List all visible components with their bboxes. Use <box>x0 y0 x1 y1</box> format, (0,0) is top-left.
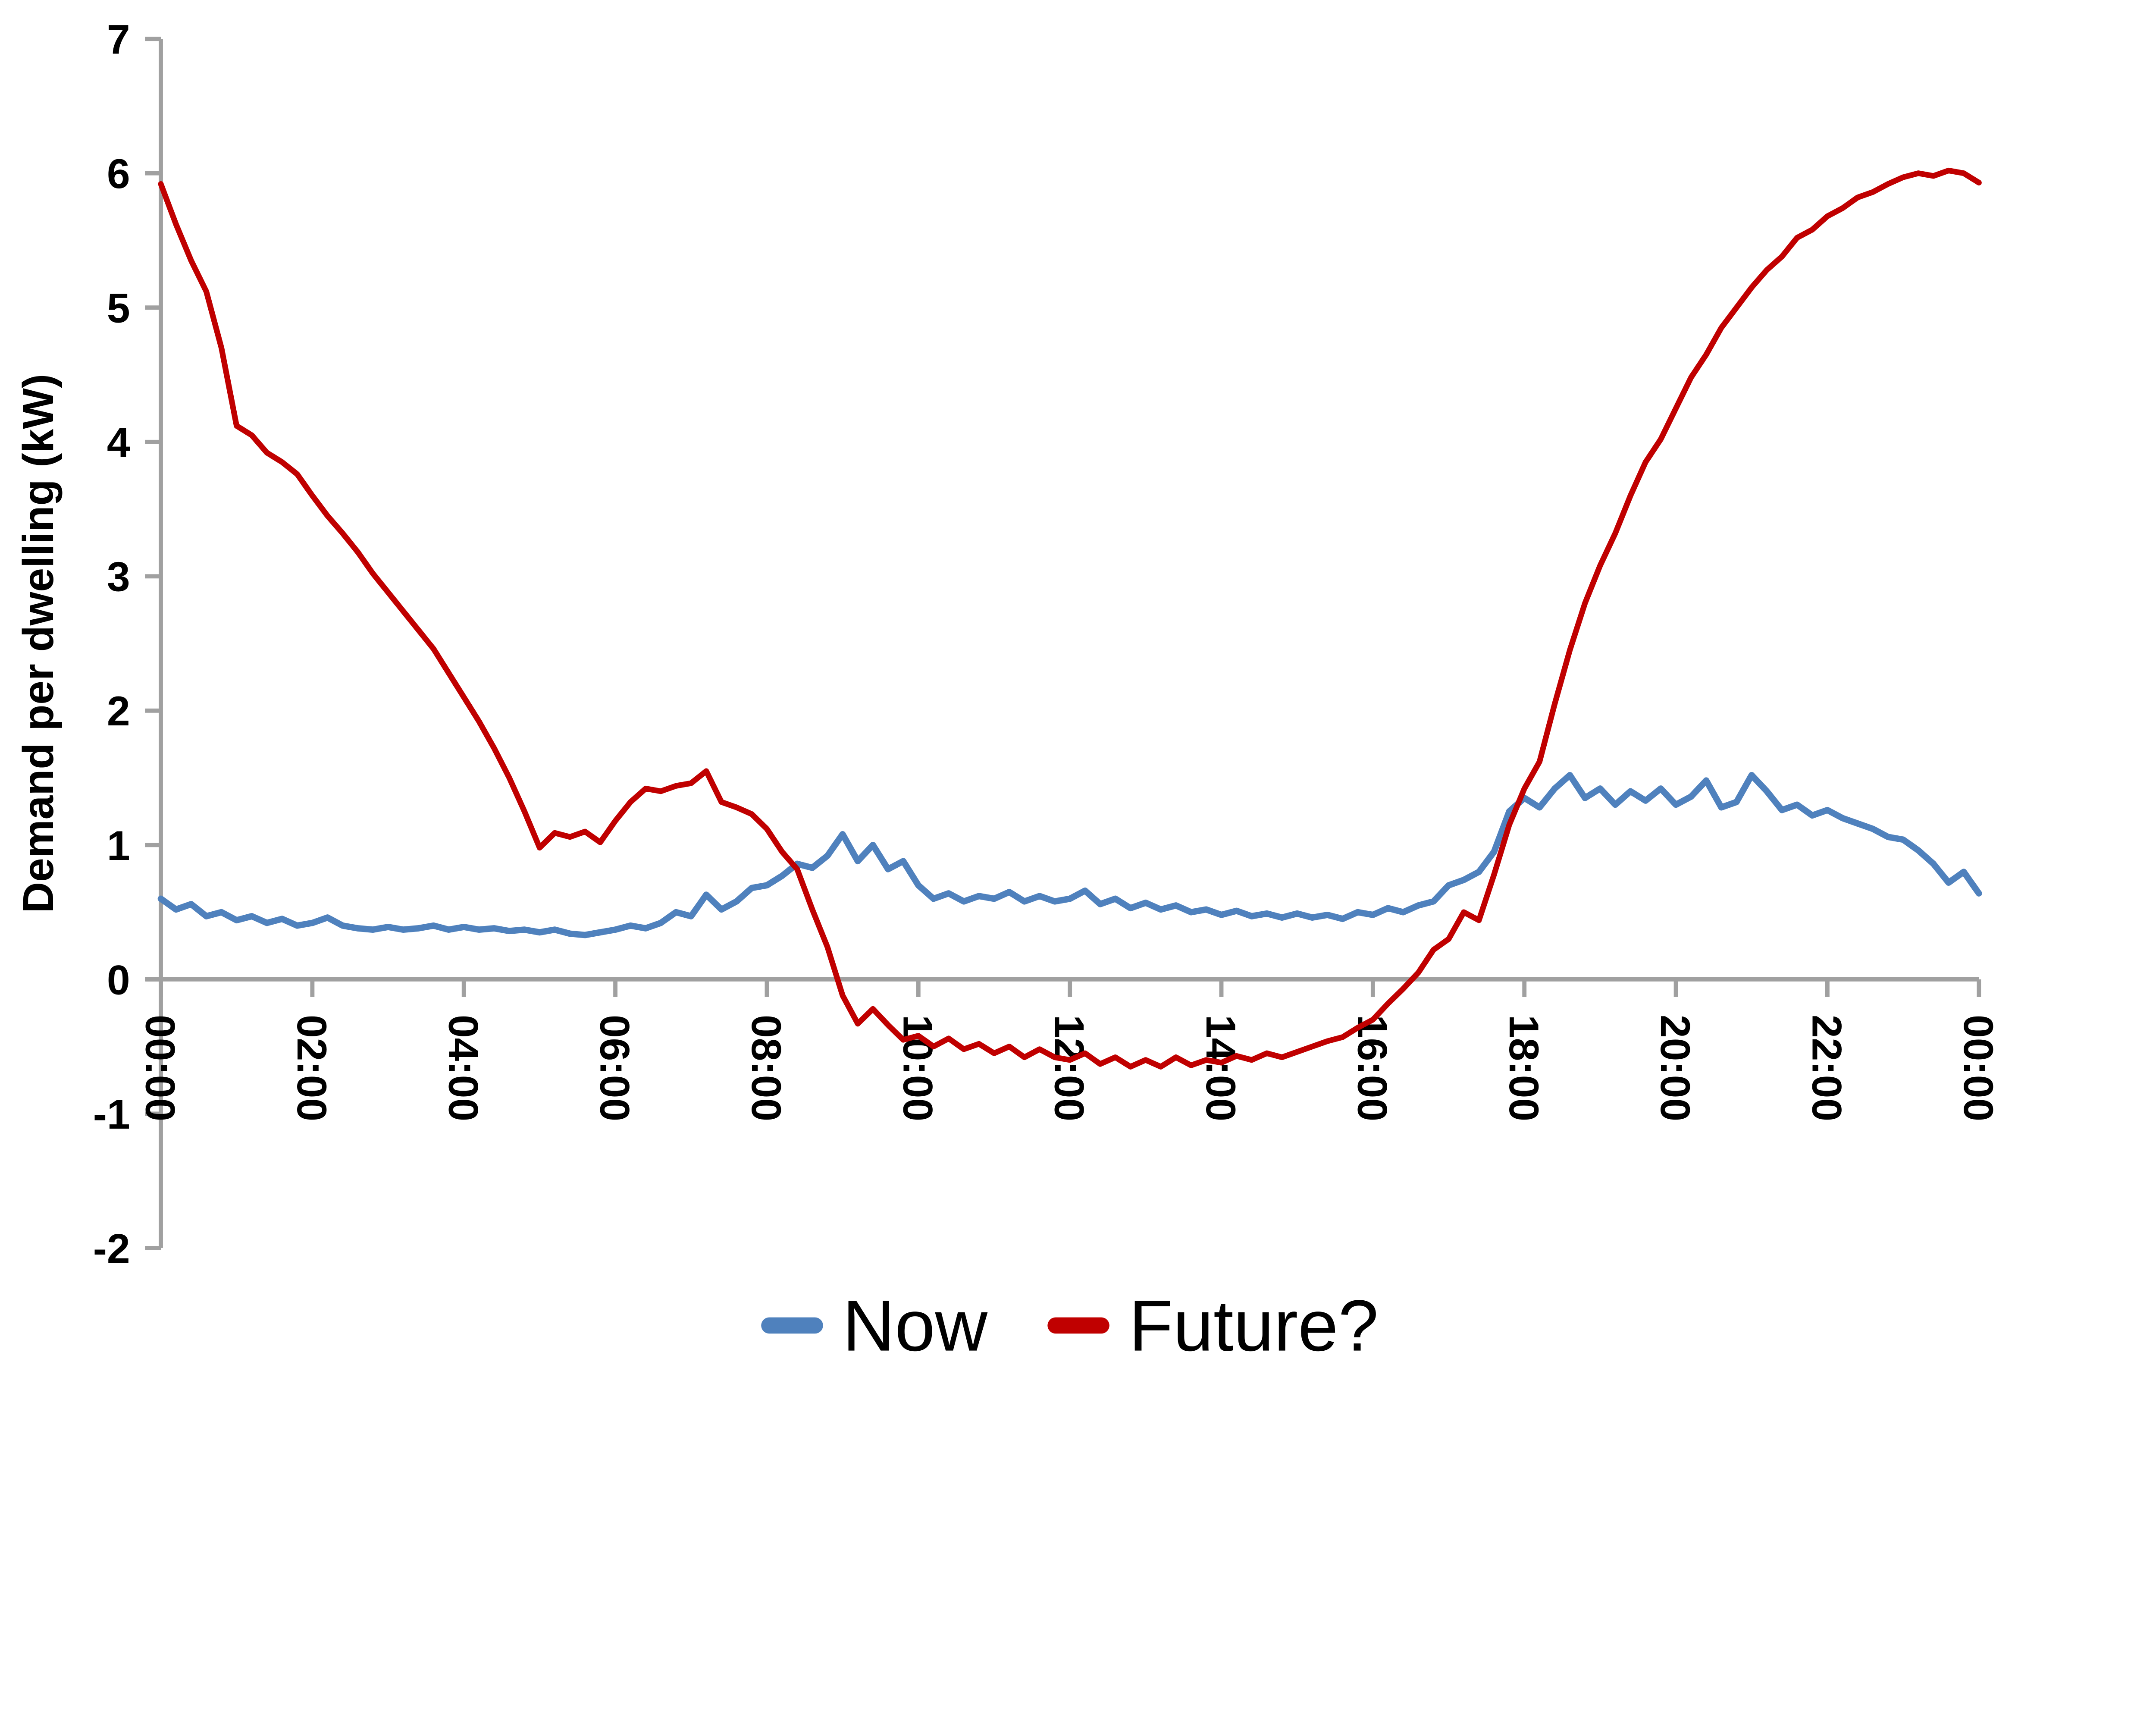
x-tick-label: 14:00 <box>1197 1015 1244 1121</box>
legend: Now Future? <box>761 1285 1379 1366</box>
legend-swatch-future <box>1047 1317 1109 1334</box>
x-axis: 00:00 02:00 04:00 06:00 08:00 10:00 12:00 14:00… <box>137 977 2002 1121</box>
series-line-future <box>158 167 1982 1070</box>
y-tick-label: 4 <box>107 419 130 466</box>
y-axis-title: Demand per dwelling (kW) <box>14 374 63 913</box>
series-line-now <box>157 772 1982 938</box>
series-group <box>157 167 1982 1070</box>
x-tick-label: 00:00 <box>137 1015 184 1121</box>
y-tick-label: 2 <box>107 688 130 734</box>
y-tick-group: 7 6 5 4 3 2 1 0 -1 -2 <box>93 16 161 1272</box>
x-tick-label: 16:00 <box>1349 1015 1395 1121</box>
legend-swatch-now <box>761 1317 823 1334</box>
y-tick-label: 7 <box>107 16 130 63</box>
y-tick-label: -2 <box>93 1225 130 1272</box>
y-tick-label: -1 <box>93 1091 130 1138</box>
x-tick-label: 08:00 <box>743 1015 790 1121</box>
y-tick-label: 6 <box>107 151 130 197</box>
legend-label: Now <box>843 1285 988 1366</box>
x-tick-label: 10:00 <box>894 1015 941 1121</box>
x-tick-label: 00:00 <box>1955 1015 2002 1121</box>
y-axis: 7 6 5 4 3 2 1 0 -1 -2 <box>93 16 163 1272</box>
x-tick-label: 22:00 <box>1803 1015 1850 1121</box>
x-tick-label: 20:00 <box>1652 1015 1698 1121</box>
x-tick-label: 12:00 <box>1046 1015 1093 1121</box>
legend-label: Future? <box>1129 1285 1379 1366</box>
x-tick-label: 18:00 <box>1501 1015 1547 1121</box>
y-tick-label: 0 <box>107 957 130 1003</box>
x-tick-group: 00:00 02:00 04:00 06:00 08:00 10:00 12:00 14:00… <box>137 979 2002 1121</box>
x-tick-label: 04:00 <box>440 1015 486 1121</box>
y-tick-label: 5 <box>107 285 130 332</box>
demand-chart-page: 7 6 5 4 3 2 1 0 -1 -2 00:00 02:00 04:00 06:00 08:00 10… <box>14 16 2002 1366</box>
line-chart: 7 6 5 4 3 2 1 0 -1 -2 00:00 02:00 04:00 06:00 08:00 10… <box>14 16 2002 1366</box>
y-tick-label: 1 <box>107 822 130 869</box>
y-tick-label: 3 <box>107 554 130 600</box>
x-tick-label: 02:00 <box>288 1015 335 1121</box>
x-tick-label: 06:00 <box>592 1015 638 1121</box>
